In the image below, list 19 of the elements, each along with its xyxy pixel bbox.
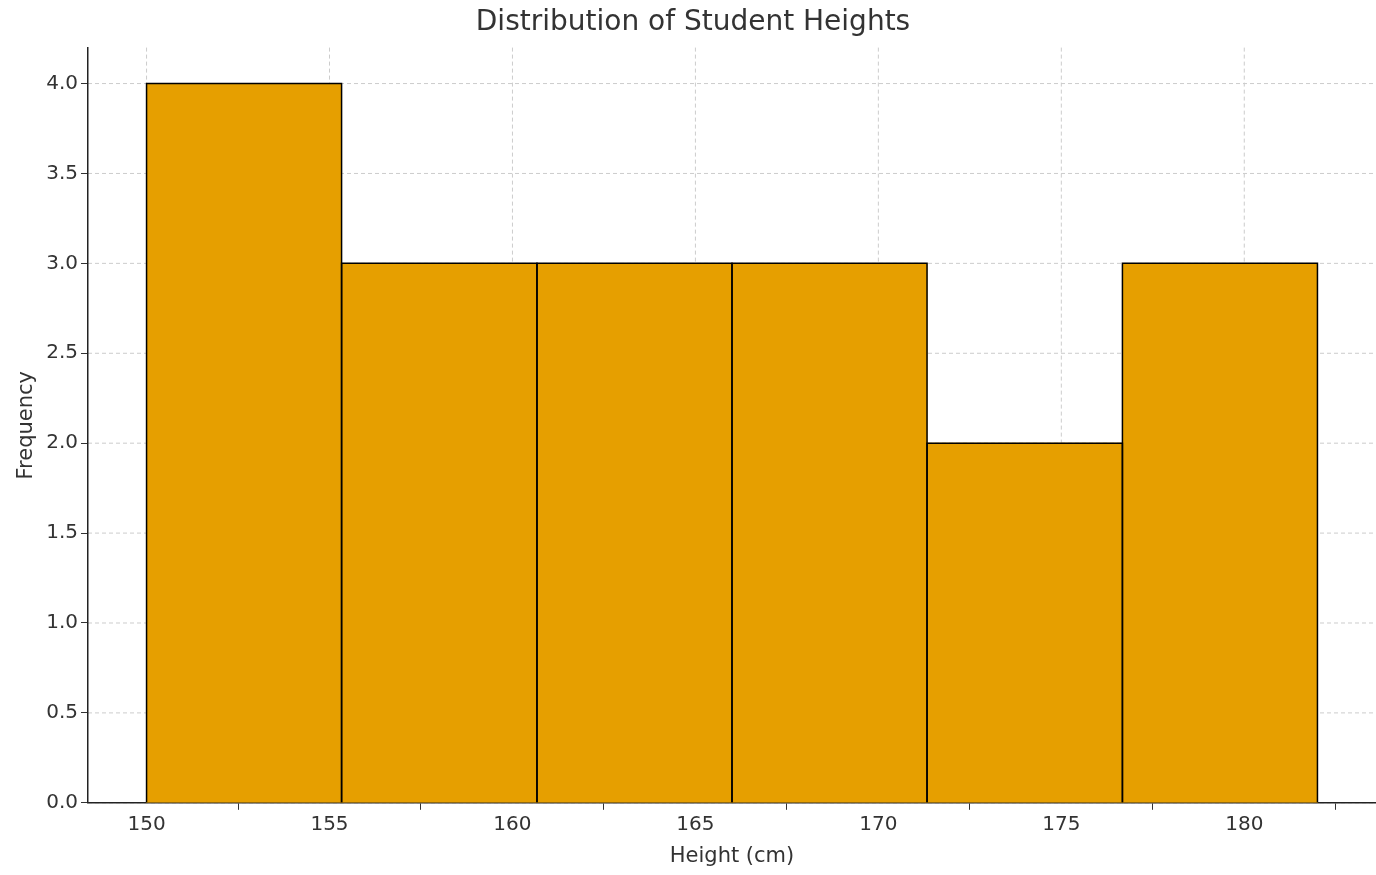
chart-title: Distribution of Student Heights <box>475 4 911 38</box>
y-tick-label: 0.5 <box>46 699 79 724</box>
y-tick-label: 3.5 <box>46 159 79 184</box>
x-tick-label: 150 <box>127 811 166 835</box>
x-tick-label: 180 <box>1225 811 1264 835</box>
y-tick-label: 2.0 <box>46 429 79 454</box>
x-tick-label: 175 <box>1042 811 1081 835</box>
y-tick-label: 0.0 <box>46 789 79 813</box>
x-tick-label: 165 <box>676 811 715 835</box>
x-tick-label: 155 <box>310 811 349 835</box>
y-tick-label: 1.0 <box>46 609 79 634</box>
y-tick-label: 2.5 <box>46 339 79 364</box>
x-tick-label: 160 <box>493 811 532 835</box>
y-tick-label: 3.0 <box>46 249 79 274</box>
y-tick-label: 1.5 <box>46 519 79 544</box>
x-axis-title: Height (cm) <box>669 842 795 867</box>
x-tick-label: 170 <box>859 811 898 835</box>
y-axis-title: Frequency <box>13 370 38 480</box>
y-tick-label: 4.0 <box>46 69 79 94</box>
